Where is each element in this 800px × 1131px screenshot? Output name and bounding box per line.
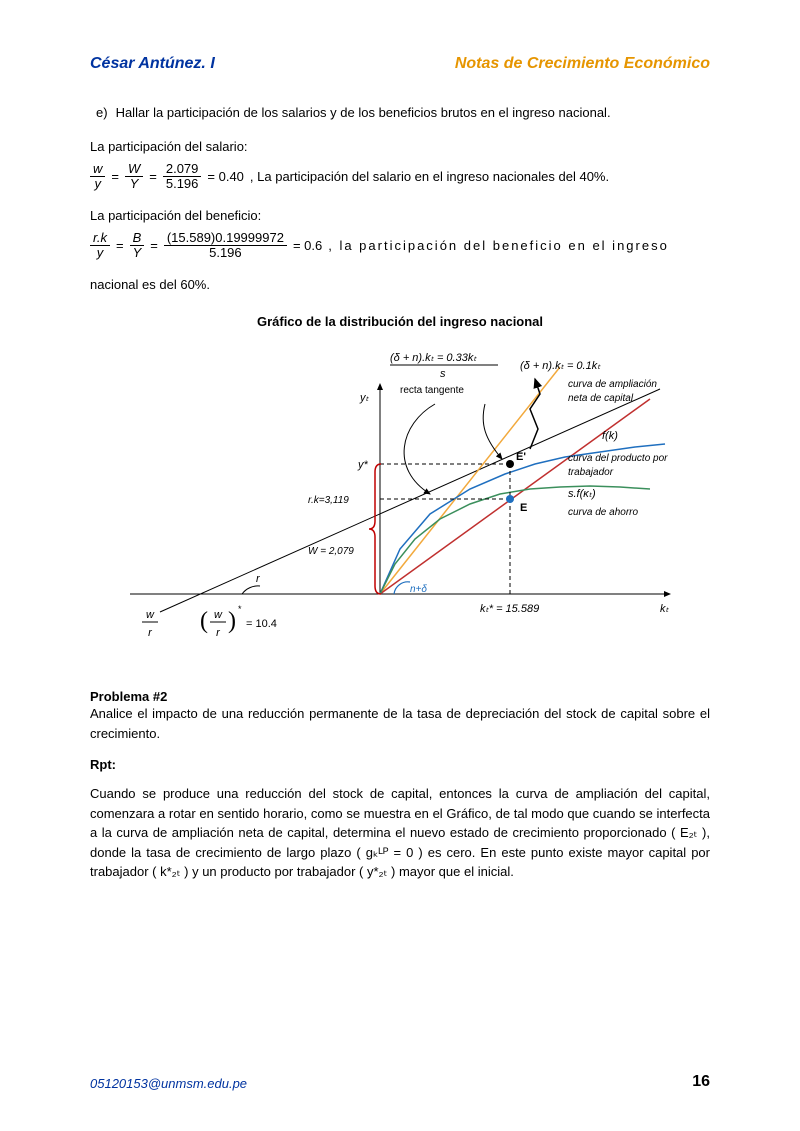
svg-text:f(k): f(k) [602, 430, 618, 442]
svg-text:kₜ* = 15.589: kₜ* = 15.589 [480, 603, 539, 615]
ben-text2: nacional es del 60%. [90, 275, 710, 295]
eq-sign: = [116, 238, 124, 253]
sal-f1-num: w [90, 162, 105, 177]
svg-text:neta de capital: neta de capital [568, 393, 634, 404]
eq-sign: = [149, 169, 157, 184]
problema2-title: Problema #2 [90, 689, 710, 704]
svg-text:curva de ampliación: curva de ampliación [568, 379, 657, 390]
ben-text1: , la participación del beneficio en el i… [328, 238, 669, 253]
sal-f3-num: 2.079 [163, 162, 202, 177]
svg-text:(δ + n).kₜ = 0.1kₜ: (δ + n).kₜ = 0.1kₜ [520, 360, 601, 372]
svg-text:E': E' [516, 451, 526, 463]
page-header: César Antúnez. I Notas de Crecimiento Ec… [90, 55, 710, 73]
chart-title: Gráfico de la distribución del ingreso n… [90, 314, 710, 329]
benefit-equation: r.ky = BY = (15.589)0.199999725.196 = 0.… [90, 231, 710, 261]
chart-svg: (δ + n).kₜ = 0.33kₜ s recta tangente (δ + n… [90, 339, 710, 669]
ben-f1-den: y [94, 246, 107, 260]
item-e: e) Hallar la participación de los salari… [90, 103, 710, 123]
svg-text:trabajador: trabajador [568, 467, 614, 478]
svg-text:recta tangente: recta tangente [400, 385, 464, 396]
rpt-title: Rpt: [90, 757, 710, 772]
svg-text:s: s [440, 368, 446, 380]
svg-text:r: r [256, 573, 261, 585]
sal-f1-den: y [91, 177, 104, 191]
svg-text:w: w [214, 609, 223, 621]
item-e-text: Hallar la participación de los salarios … [116, 103, 611, 123]
salary-intro: La participación del salario: [90, 137, 710, 157]
svg-text:W = 2,079: W = 2,079 [308, 546, 354, 557]
ben-f3-den: 5.196 [206, 246, 245, 260]
svg-text:E: E [520, 502, 527, 514]
page-container: César Antúnez. I Notas de Crecimiento Ec… [0, 0, 800, 1131]
svg-text:(: ( [200, 608, 208, 634]
benefit-intro: La participación del beneficio: [90, 206, 710, 226]
page-footer: 05120153@unmsm.edu.pe 16 [90, 1073, 710, 1091]
salary-equation: wy = WY = 2.0795.196 = 0.40 , La partici… [90, 162, 710, 192]
header-left: César Antúnez. I [90, 55, 215, 73]
svg-text:s.f(κₜ): s.f(κₜ) [568, 488, 596, 500]
footer-email: 05120153@unmsm.edu.pe [90, 1076, 247, 1091]
svg-text:curva del producto por: curva del producto por [568, 453, 668, 464]
svg-text:r.k=3,119: r.k=3,119 [308, 495, 349, 506]
ben-result: = 0.6 [293, 238, 322, 253]
eq-sign: = [111, 169, 119, 184]
sal-text: , La participación del salario en el ing… [250, 169, 609, 184]
ben-f2-den: Y [130, 246, 145, 260]
svg-text:(δ + n).kₜ = 0.33kₜ: (δ + n).kₜ = 0.33kₜ [390, 352, 477, 364]
svg-text:= 10.4: = 10.4 [246, 618, 277, 630]
ben-f1-num: r.k [90, 231, 110, 246]
item-e-letter: e) [90, 103, 116, 123]
svg-text:): ) [228, 608, 236, 634]
chart: (δ + n).kₜ = 0.33kₜ s recta tangente (δ + n… [90, 339, 710, 669]
svg-text:n+δ: n+δ [410, 584, 427, 595]
svg-text:kₜ: kₜ [660, 603, 670, 615]
svg-text:yₜ: yₜ [359, 392, 370, 404]
ben-f2-num: B [130, 231, 145, 246]
svg-text:y*: y* [357, 459, 369, 471]
sal-result: = 0.40 [207, 169, 244, 184]
svg-text:r: r [148, 627, 153, 639]
problema2-body: Analice el impacto de una reducción perm… [90, 704, 710, 743]
sal-f2-den: Y [127, 177, 142, 191]
header-right: Notas de Crecimiento Económico [455, 55, 710, 73]
ben-f3-num: (15.589)0.19999972 [164, 231, 287, 246]
svg-text:curva de ahorro: curva de ahorro [568, 507, 638, 518]
svg-text:*: * [238, 604, 242, 614]
svg-text:w: w [146, 609, 155, 621]
sal-f2-num: W [125, 162, 143, 177]
sal-f3-den: 5.196 [163, 177, 202, 191]
svg-text:r: r [216, 627, 221, 639]
footer-page: 16 [692, 1073, 710, 1091]
eq-sign: = [150, 238, 158, 253]
problema2-para: Cuando se produce una reducción del stoc… [90, 784, 710, 882]
